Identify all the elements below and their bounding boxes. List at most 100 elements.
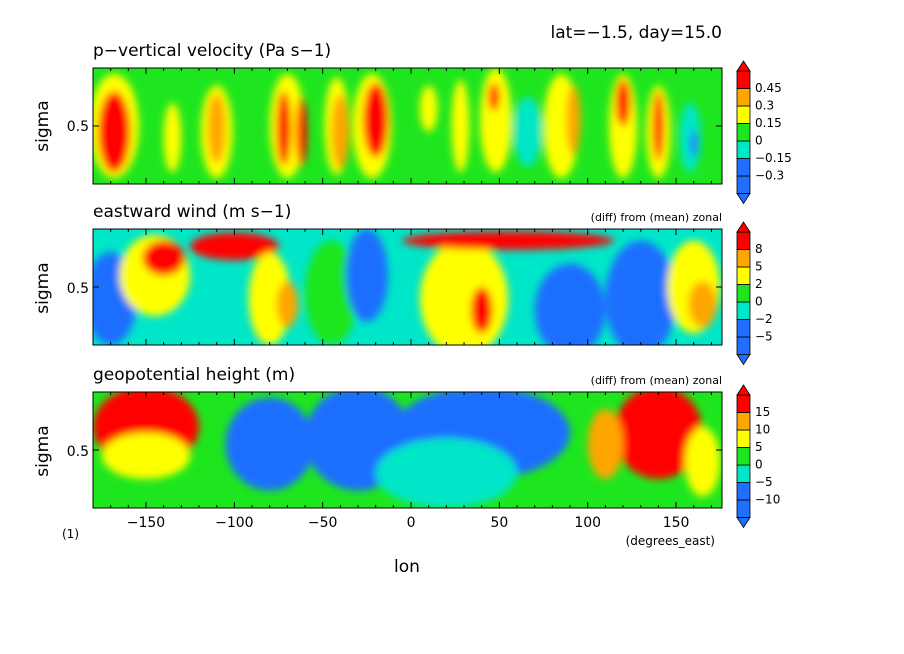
contour-blob (471, 287, 493, 334)
y-tick-label: 0.5 (67, 281, 89, 297)
colorbar-label: 0.15 (755, 116, 782, 130)
contour-blob (190, 232, 279, 261)
contour-blob (276, 91, 291, 166)
contour-blob (207, 93, 226, 164)
colorbar-segment (736, 429, 751, 448)
contour-blob (451, 79, 470, 173)
colorbar-max-arrow (736, 221, 751, 233)
colorbar-segment (736, 123, 751, 142)
colorbar-label: 15 (755, 405, 770, 419)
x-tick-label: −100 (215, 515, 253, 531)
contour-blob (566, 85, 581, 155)
contour-blob (684, 426, 721, 497)
contour-blob (615, 79, 631, 126)
x-tick-label: −150 (127, 515, 165, 531)
panel-title: p−vertical velocity (Pa s−1) (93, 41, 331, 61)
heatmap-contours (93, 392, 721, 508)
colorbar-max-arrow (736, 384, 751, 396)
colorbar-min-arrow (736, 517, 751, 529)
colorbar-label: −2 (755, 312, 773, 326)
contour-blob (305, 240, 359, 345)
contour-blob (605, 240, 677, 345)
colorbar-label: −0.15 (755, 151, 792, 165)
colorbar-segment (736, 266, 751, 285)
colorbar-label: 0.45 (755, 81, 782, 95)
heatmap-plot-area-2 (93, 229, 722, 345)
y-tick-label: 0.5 (67, 444, 89, 460)
panel-subtitle: (diff) from (mean) zonal (591, 211, 722, 224)
panel-subtitle: (diff) from (mean) zonal (591, 374, 722, 387)
contour-blob (614, 392, 703, 479)
x-axis-units: (degrees_east) (626, 534, 715, 548)
colorbar-segment (736, 70, 751, 89)
contour-blob (488, 83, 500, 111)
x-tick-label: 150 (663, 515, 690, 531)
y-axis-label: sigma (33, 100, 53, 151)
colorbar-segment (736, 412, 751, 431)
contour-blob (331, 94, 350, 169)
colorbar-segment (736, 140, 751, 159)
contour-blob (163, 102, 182, 173)
colorbar-segment (736, 499, 751, 518)
contour-blob (296, 97, 307, 167)
x-tick-label: 50 (490, 515, 508, 531)
colorbar-label: 10 (755, 423, 770, 437)
contour-blob (363, 83, 389, 158)
colorbar-segment (736, 158, 751, 177)
heatmap-contours (93, 68, 701, 179)
contour-blob (690, 129, 698, 158)
contour-blob (276, 281, 298, 328)
contour-blob (225, 397, 314, 491)
contour-blob (688, 281, 717, 328)
colorbar-segment (736, 482, 751, 501)
y-axis-label: sigma (33, 425, 53, 476)
heatmap-contours (93, 229, 721, 345)
heatmap-plot-area-1 (93, 68, 722, 184)
colorbar-label: −0.3 (755, 169, 784, 183)
colorbar-label: 0 (755, 458, 763, 472)
heatmap-plot-area-3 (93, 392, 722, 508)
contour-blob (142, 240, 185, 276)
header-label: lat=−1.5, day=15.0 (550, 23, 722, 43)
colorbar-label: −10 (755, 493, 780, 507)
colorbar-segment (736, 336, 751, 355)
colorbar-label: −5 (755, 330, 773, 344)
contour-blob (479, 68, 512, 173)
contour-blob (345, 229, 389, 322)
contour-blob (375, 438, 518, 508)
x-ticks (93, 229, 722, 345)
colorbar-label: 5 (755, 260, 763, 274)
colorbar-segment (736, 301, 751, 320)
panel-title: eastward wind (m s−1) (93, 202, 291, 222)
colorbar-segment (736, 464, 751, 483)
colorbar-3: −10 −5 0 5 10 15 (736, 384, 780, 529)
contour-blob (679, 102, 701, 173)
colorbar-label: 0 (755, 295, 763, 309)
colorbar-label: 0 (755, 134, 763, 148)
colorbar-segment (736, 447, 751, 466)
contour-blob (248, 252, 291, 345)
colorbar-label: −5 (755, 475, 773, 489)
x-tick-label: 0 (407, 515, 416, 531)
x-tick-label: 100 (574, 515, 601, 531)
colorbar-label: 5 (755, 440, 763, 454)
figure-number: (1) (62, 527, 79, 541)
colorbar-2: −5 −2 0 2 5 8 (736, 221, 773, 366)
colorbar-segment (736, 175, 751, 194)
contour-blob (513, 97, 542, 167)
y-axis-label: sigma (33, 262, 53, 313)
x-ticks (93, 392, 722, 508)
x-tick-label: −50 (308, 515, 338, 531)
colorbar-segment (736, 319, 751, 338)
panel-p-vertical-velocity: p−vertical velocity (Pa s−1) sigma 0.5 −… (33, 41, 792, 205)
contour-blob (402, 231, 615, 250)
y-tick-label: 0.5 (67, 119, 89, 135)
contour-blob (587, 409, 624, 479)
contour-blob (653, 91, 664, 161)
colorbar-segment (736, 394, 751, 413)
colorbar-segment (736, 231, 751, 250)
colorbar-label: 0.3 (755, 99, 774, 113)
colorbar-1: −0.3 −0.15 0 0.15 0.3 0.45 (736, 60, 792, 205)
panel-eastward-wind: eastward wind (m s−1) (diff) from (mean)… (33, 202, 773, 366)
